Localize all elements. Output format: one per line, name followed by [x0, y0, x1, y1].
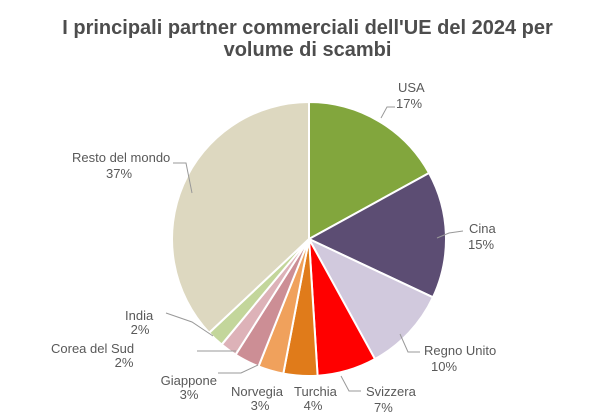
svg-text:Turchia: Turchia — [294, 384, 338, 399]
svg-text:Norvegia: Norvegia — [231, 384, 284, 399]
svg-text:USA: USA — [398, 80, 425, 95]
svg-text:37%: 37% — [106, 166, 132, 181]
svg-text:Resto del mondo: Resto del mondo — [72, 150, 170, 165]
svg-text:10%: 10% — [431, 359, 457, 374]
svg-text:3%: 3% — [180, 387, 199, 402]
svg-text:7%: 7% — [374, 400, 393, 414]
svg-text:Giappone: Giappone — [161, 373, 217, 388]
svg-text:17%: 17% — [396, 96, 422, 111]
svg-text:2%: 2% — [115, 355, 134, 370]
svg-text:Svizzera: Svizzera — [366, 384, 417, 399]
svg-text:Cina: Cina — [469, 221, 497, 236]
svg-text:India: India — [125, 308, 154, 323]
svg-text:3%: 3% — [251, 398, 270, 413]
svg-text:Regno Unito: Regno Unito — [424, 343, 496, 358]
svg-text:15%: 15% — [468, 237, 494, 252]
svg-text:2%: 2% — [131, 322, 150, 337]
svg-text:Corea del Sud: Corea del Sud — [51, 341, 134, 356]
svg-text:4%: 4% — [304, 398, 323, 413]
